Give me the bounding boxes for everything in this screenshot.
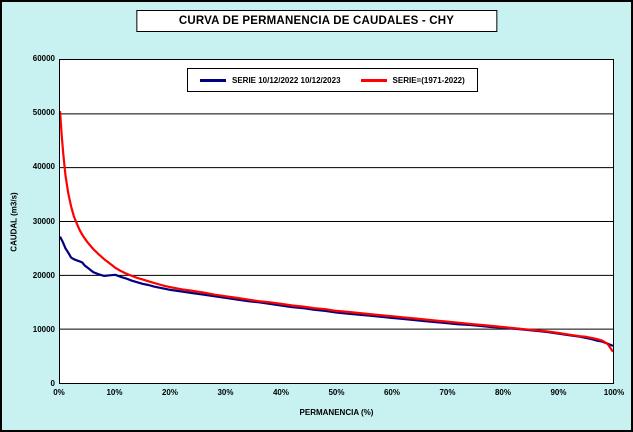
x-tick-label: 100% [603,388,625,397]
plot-svg [60,111,613,353]
chart-title: CURVA DE PERMANENCIA DE CAUDALES - CHY [135,10,498,32]
x-tick-label: 10% [106,388,123,397]
x-tick-label: 30% [217,388,234,397]
y-tick-label: 20000 [32,270,55,280]
legend: SERIE 10/12/2022 10/12/2023 SERIE=(1971-2… [187,68,478,92]
series-line-1 [60,111,613,353]
x-tick-label: 90% [550,388,567,397]
y-tick-label: 10000 [32,324,55,334]
y-tick-label: 30000 [32,216,55,226]
y-tick-label: 60000 [32,54,55,63]
x-tick-label: 20% [161,388,178,397]
legend-item: SERIE 10/12/2022 10/12/2023 [200,76,341,85]
legend-label: SERIE 10/12/2022 10/12/2023 [232,75,341,85]
x-tick-label: 40% [272,388,289,397]
legend-item: SERIE=(1971-2022) [360,75,465,85]
y-tick-label: 40000 [32,162,55,172]
plot-area [59,59,614,384]
x-tick-label: 0% [53,388,65,397]
y-axis-label: CAUDAL (m3/s) [9,192,19,252]
legend-line-swatch [200,78,226,82]
x-tick-label: 70% [439,388,456,397]
x-tick-label: 50% [328,388,345,397]
x-tick-label: 60% [383,388,400,397]
legend-line-swatch [360,78,387,82]
y-tick-label: 50000 [32,108,55,118]
x-axis-label: PERMANENCIA (%) [299,408,374,417]
legend-label: SERIE=(1971-2022) [392,75,465,85]
x-tick-label: 80% [494,388,511,397]
y-tick-label: 0 [50,379,55,388]
